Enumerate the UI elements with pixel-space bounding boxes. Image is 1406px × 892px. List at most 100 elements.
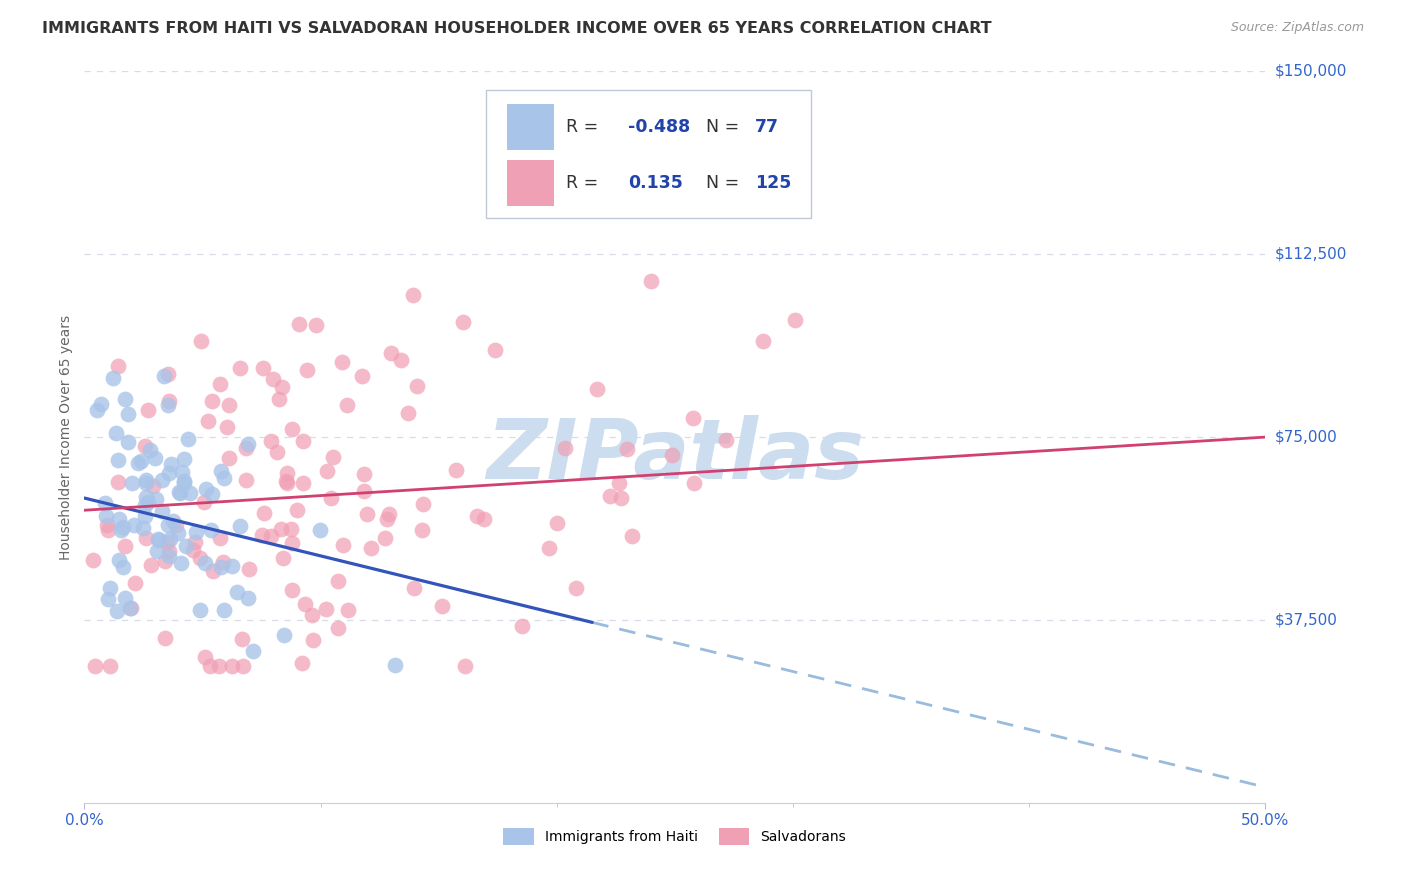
Point	[221, 659, 243, 673]
Point	[117, 408, 139, 422]
Point	[336, 398, 359, 412]
Point	[208, 659, 231, 673]
Point	[94, 509, 117, 524]
Point	[242, 644, 264, 658]
Point	[135, 473, 157, 487]
Point	[138, 443, 160, 458]
Point	[218, 398, 240, 412]
Point	[353, 483, 375, 498]
Point	[159, 544, 181, 558]
Point	[183, 543, 205, 558]
Point	[465, 508, 488, 523]
Point	[301, 632, 323, 647]
Point	[374, 532, 396, 546]
Point	[111, 560, 134, 574]
Point	[188, 551, 211, 566]
Point	[127, 456, 149, 470]
Point	[270, 379, 292, 393]
Point	[94, 496, 117, 510]
Text: $37,500: $37,500	[1275, 613, 1339, 627]
Point	[599, 489, 621, 503]
Point	[141, 558, 163, 573]
Point	[157, 394, 180, 409]
Point	[389, 353, 412, 368]
Point	[114, 539, 136, 553]
Point	[267, 392, 290, 406]
Point	[157, 398, 180, 412]
Point	[273, 628, 295, 642]
Point	[396, 406, 419, 420]
Point	[98, 582, 121, 596]
Point	[621, 529, 644, 543]
Point	[451, 315, 474, 329]
Point	[360, 541, 382, 555]
Point	[472, 512, 495, 526]
Point	[214, 603, 236, 617]
Point	[250, 528, 273, 542]
Point	[280, 422, 302, 436]
Point	[305, 318, 328, 332]
Point	[266, 444, 288, 458]
Point	[276, 476, 298, 491]
Point	[201, 393, 224, 408]
Point	[104, 426, 127, 441]
Point	[292, 434, 315, 448]
Point	[134, 509, 156, 524]
Point	[270, 522, 292, 536]
Point	[378, 507, 401, 521]
Point	[309, 523, 332, 537]
Point	[208, 532, 231, 546]
Point	[640, 274, 662, 288]
Text: 77: 77	[755, 118, 779, 136]
Point	[167, 525, 190, 540]
Point	[173, 476, 195, 491]
Text: N =: N =	[706, 118, 738, 136]
Point	[661, 448, 683, 462]
Point	[200, 524, 222, 538]
Point	[291, 656, 314, 670]
Point	[328, 622, 350, 636]
Point	[209, 464, 232, 478]
Point	[235, 441, 257, 455]
Point	[510, 618, 533, 632]
Point	[110, 523, 132, 537]
Point	[201, 564, 224, 578]
Text: 0.135: 0.135	[627, 174, 682, 192]
Point	[172, 465, 194, 479]
Point	[197, 414, 219, 428]
Point	[262, 372, 284, 386]
Text: $112,500: $112,500	[1275, 247, 1347, 261]
Point	[165, 518, 187, 533]
Point	[83, 659, 105, 673]
Point	[238, 562, 260, 576]
Point	[103, 371, 125, 385]
Point	[297, 363, 319, 377]
Point	[120, 601, 142, 615]
Point	[194, 649, 217, 664]
Point	[783, 313, 806, 327]
Point	[107, 453, 129, 467]
Point	[232, 659, 254, 673]
Point	[238, 591, 260, 605]
Point	[444, 463, 467, 477]
Point	[194, 557, 217, 571]
Point	[217, 419, 239, 434]
Point	[153, 554, 176, 568]
Point	[150, 504, 173, 518]
Point	[229, 519, 252, 533]
Point	[193, 495, 215, 509]
Point	[356, 508, 378, 522]
Point	[229, 361, 252, 376]
Point	[159, 532, 181, 546]
Point	[260, 434, 283, 448]
Point	[231, 632, 253, 647]
Point	[173, 474, 195, 488]
Point	[86, 402, 108, 417]
Point	[153, 369, 176, 384]
Point	[124, 517, 146, 532]
Point	[294, 598, 316, 612]
Point	[281, 536, 304, 550]
Point	[276, 475, 298, 489]
Point	[610, 491, 633, 506]
Legend: Immigrants from Haiti, Salvadorans: Immigrants from Haiti, Salvadorans	[498, 822, 852, 851]
